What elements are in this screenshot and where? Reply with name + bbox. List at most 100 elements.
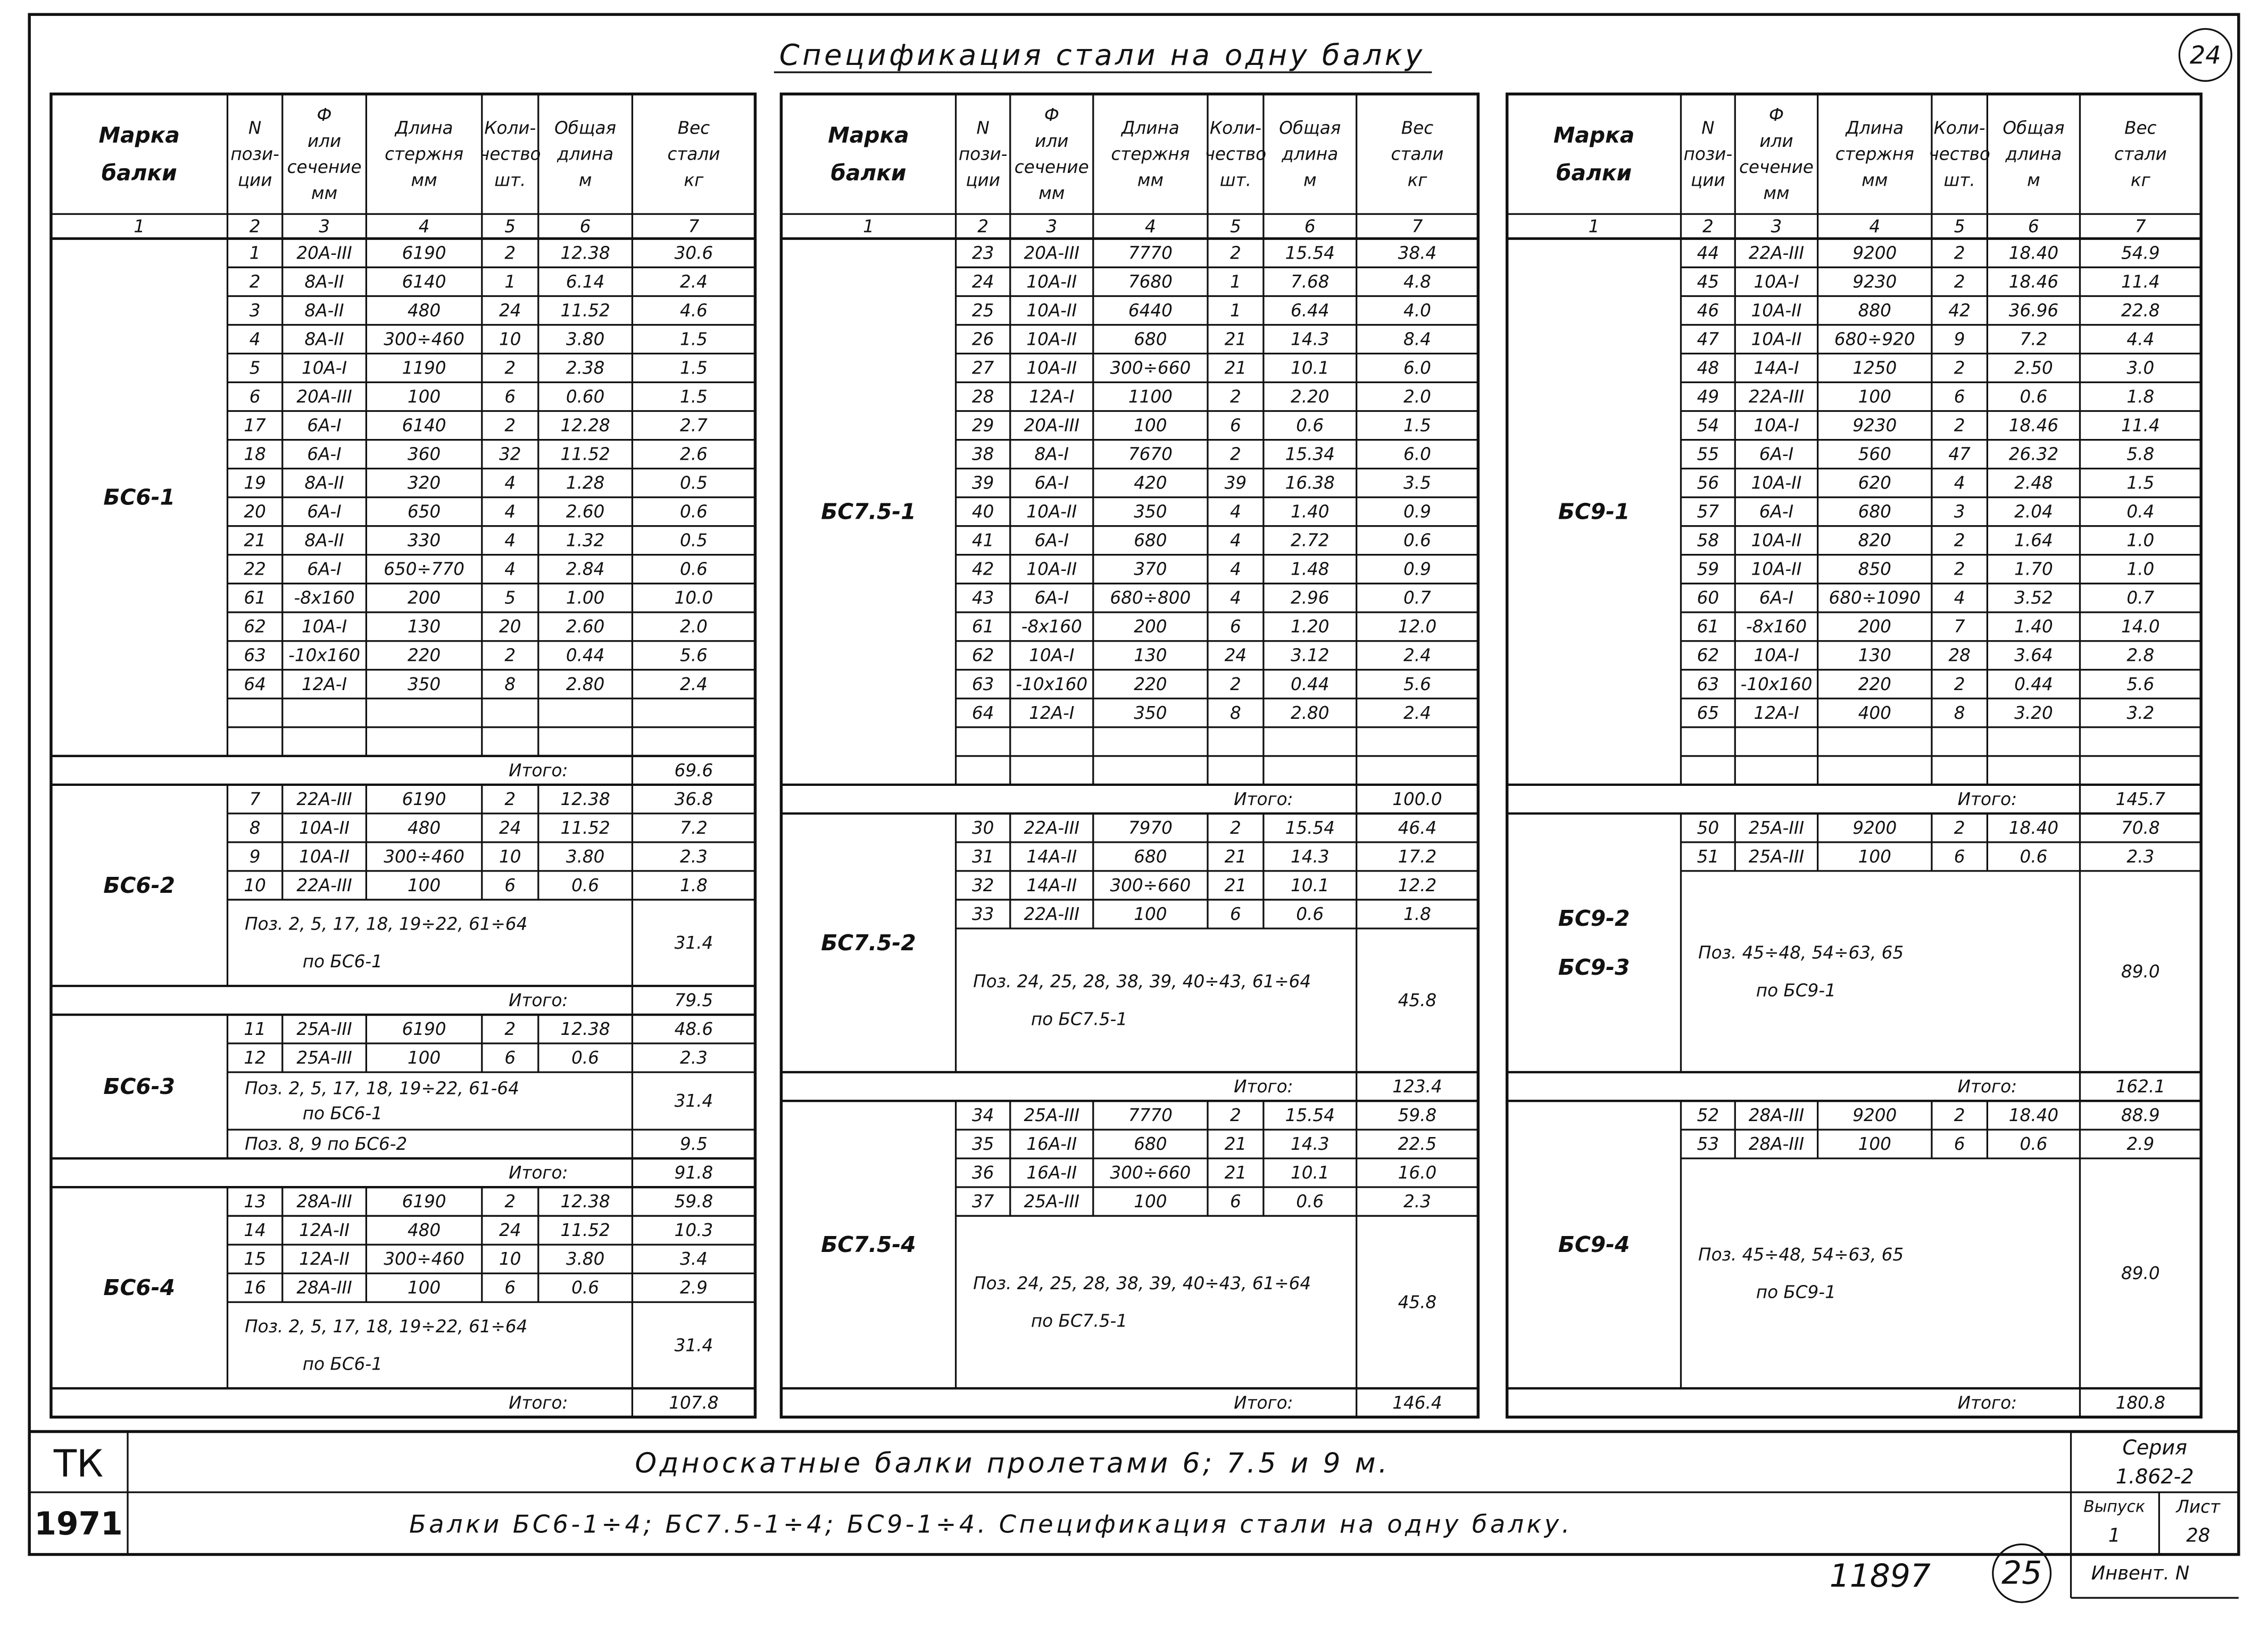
cell: 22А-III	[296, 875, 352, 895]
beam-mark: БС7.5-2	[821, 930, 916, 956]
column-number: 7	[2135, 216, 2146, 236]
cell: 14А-I	[1754, 358, 1799, 378]
column-header: Коли-	[484, 118, 536, 138]
cell: 130	[1134, 645, 1167, 666]
cell: 20А-III	[296, 243, 352, 263]
cell: 42	[972, 559, 994, 579]
cell: 2.4	[680, 271, 708, 292]
column-header: Ф	[1769, 105, 1784, 125]
cell: 3.80	[566, 329, 605, 349]
cell: 21	[1225, 847, 1247, 867]
cell: 28А-III	[296, 1278, 352, 1298]
cell: 0.44	[566, 645, 605, 666]
cell: 12А-I	[1029, 387, 1074, 407]
cell: 5.6	[2126, 674, 2154, 694]
cell: 25А-III	[1024, 1105, 1079, 1125]
cell: 200	[408, 588, 441, 608]
cell: -8x160	[294, 588, 355, 608]
cell: 0.5	[680, 473, 708, 493]
column-header: стали	[667, 144, 720, 164]
cell: 12	[244, 1048, 266, 1068]
cell: 10А-II	[1751, 329, 1802, 349]
column-header: или	[308, 131, 341, 151]
cell: 2.9	[680, 1278, 708, 1298]
cell: 300÷660	[1110, 1163, 1191, 1183]
total-value: 162.1	[2116, 1076, 2165, 1097]
cell: 2.3	[680, 847, 708, 867]
cell: 130	[408, 617, 441, 637]
cell: 2	[1954, 674, 1965, 694]
cell: 8	[1230, 703, 1241, 723]
cell: 100	[1858, 387, 1891, 407]
cell: 3.0	[2126, 358, 2154, 378]
cell: 1.70	[2014, 559, 2053, 579]
cell: 2	[1954, 271, 1965, 292]
cell: 3	[1954, 502, 1965, 522]
cell: 3.5	[1403, 473, 1431, 493]
total-label: Итого:	[1234, 1392, 1293, 1413]
cell: 8А-II	[305, 300, 344, 320]
cell: 47	[1948, 444, 1971, 465]
cell: 45	[1697, 271, 1719, 292]
total-value: 145.7	[2116, 789, 2166, 809]
column-header: чество	[1205, 144, 1266, 164]
cell: 2.80	[566, 674, 605, 694]
cell: 350	[1134, 703, 1167, 723]
cell: 680÷920	[1834, 329, 1915, 349]
cell: 61	[972, 617, 994, 637]
cell: 54	[1697, 416, 1719, 436]
cell: 2	[1954, 530, 1965, 551]
cell: 36	[972, 1163, 994, 1183]
cell: 6А-I	[1035, 473, 1069, 493]
cell: 4	[1230, 502, 1241, 522]
cell: 13	[244, 1191, 266, 1212]
cell: 30.6	[675, 243, 713, 263]
cell: 14.0	[2121, 617, 2160, 637]
cell: 36.8	[675, 789, 713, 809]
cell: 0.6	[571, 1278, 599, 1298]
cell: 10	[499, 847, 521, 867]
note: по БС7.5-1	[1031, 1009, 1127, 1029]
total-value: 91.8	[675, 1163, 713, 1183]
cell: 20А-III	[296, 387, 352, 407]
total-value: 123.4	[1392, 1076, 1442, 1097]
column-header: балки	[102, 160, 177, 186]
cell: 6	[1230, 1191, 1241, 1212]
cell: 62	[244, 617, 266, 637]
cell: 6	[504, 387, 516, 407]
cell: 10А-I	[1754, 271, 1799, 292]
cell: 7	[1954, 617, 1965, 637]
sheet-label: Лист	[2175, 1497, 2221, 1517]
cell: 2.7	[680, 416, 708, 436]
cell: 28	[1948, 645, 1971, 666]
cell: 7.68	[1291, 271, 1330, 292]
cell: 2	[1230, 444, 1241, 465]
sheet-number-circle	[2178, 28, 2232, 82]
cell: 650÷770	[384, 559, 464, 579]
cell: 6А-I	[1035, 530, 1069, 551]
cell: 26	[972, 329, 994, 349]
cell: 4	[1230, 588, 1241, 608]
cell: 51	[1697, 847, 1719, 867]
cell: 0.6	[2020, 847, 2047, 867]
cell: 0.6	[680, 502, 708, 522]
column-header: сечение	[1739, 157, 1814, 177]
cell: 2.96	[1291, 588, 1330, 608]
cell: 2.84	[566, 559, 605, 579]
cell: 100	[408, 1048, 441, 1068]
page-circle	[1992, 1543, 2052, 1603]
column-header: балки	[1556, 160, 1632, 186]
cell: 8	[504, 674, 516, 694]
note: Поз. 2, 5, 17, 18, 19÷22, 61÷64	[245, 1316, 527, 1337]
cell: 10.1	[1291, 1163, 1330, 1183]
cell: 330	[408, 530, 441, 551]
column-header: м	[2027, 170, 2040, 190]
issue: 1	[2108, 1525, 2120, 1547]
note: по БС9-1	[1756, 1282, 1836, 1303]
cell: 200	[1858, 617, 1891, 637]
cell: 12.38	[560, 789, 610, 809]
cell: 3.64	[2014, 645, 2053, 666]
cell: 40	[972, 502, 994, 522]
column-header: Вес	[2124, 118, 2156, 138]
cell: 24	[1225, 645, 1247, 666]
